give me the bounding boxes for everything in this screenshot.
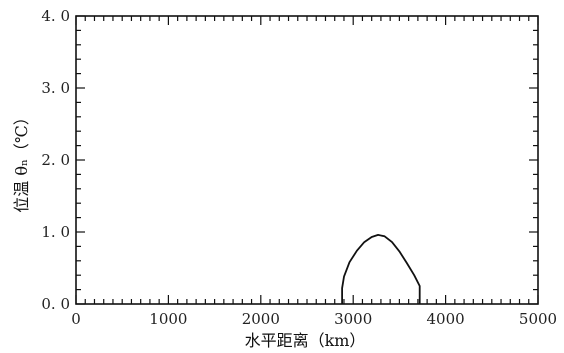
x-tick-label: 3000 bbox=[334, 310, 372, 328]
plot-border bbox=[75, 15, 539, 305]
y-axis-title: 位温 θₙ（℃） bbox=[12, 109, 31, 213]
x-tick-label: 0 bbox=[71, 310, 81, 328]
x-axis-title: 水平距离（km） bbox=[245, 331, 366, 350]
plot-frame bbox=[75, 15, 539, 305]
y-tick-label: 4. 0 bbox=[41, 7, 70, 25]
x-tick-label: 1000 bbox=[149, 310, 187, 328]
x-tick-label: 2000 bbox=[242, 310, 280, 328]
series-line bbox=[341, 234, 421, 304]
y-tick-label: 1. 0 bbox=[41, 223, 70, 241]
y-axis-ticks: 0. 0 1. 0 2. 0 3. 0 4. 0 bbox=[41, 7, 538, 313]
series-layer bbox=[341, 234, 421, 304]
x-axis-ticks: 0 1000 2000 3000 4000 5000 bbox=[71, 16, 557, 328]
x-tick-label: 4000 bbox=[427, 310, 465, 328]
y-tick-label: 2. 0 bbox=[41, 151, 70, 169]
y-tick-label: 3. 0 bbox=[41, 79, 70, 97]
x-tick-label: 5000 bbox=[519, 310, 557, 328]
y-tick-label: 0. 0 bbox=[41, 295, 70, 313]
